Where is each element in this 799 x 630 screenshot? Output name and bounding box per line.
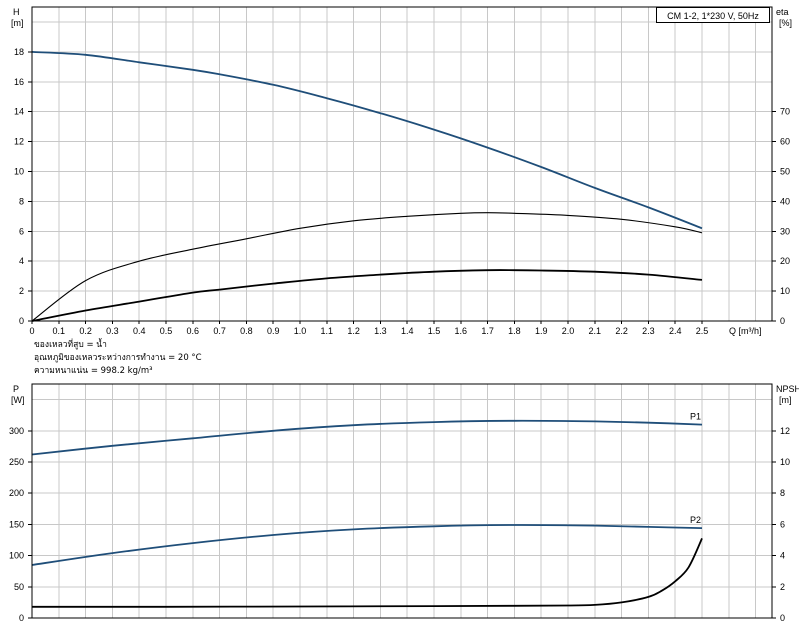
y-left-tick-label: 100 [9, 551, 24, 561]
x-tick-label: 0.1 [53, 326, 66, 336]
x-tick-label: 0.5 [160, 326, 173, 336]
x-tick-label: 0.8 [240, 326, 253, 336]
x-axis-label: Q [m³/h] [729, 326, 762, 336]
x-tick-label: 1.6 [455, 326, 468, 336]
x-tick-label: 2.4 [669, 326, 682, 336]
y-right-tick-label: 60 [780, 137, 790, 147]
x-tick-label: 1.8 [508, 326, 521, 336]
curve-0-0 [31, 51, 703, 230]
x-tick-label: 2.3 [642, 326, 655, 336]
x-tick-label: 1.5 [428, 326, 441, 336]
y-right-tick-label: 10 [780, 286, 790, 296]
y-left-tick-label: 18 [14, 47, 24, 57]
x-tick-label: 0.6 [187, 326, 200, 336]
x-tick-label: 2.5 [696, 326, 709, 336]
x-tick-label: 0.9 [267, 326, 280, 336]
y-left-tick-label: 200 [9, 488, 24, 498]
x-tick-label: 1.2 [347, 326, 360, 336]
y-left-axis-label: H [13, 7, 20, 17]
y-right-tick-label: 6 [780, 519, 785, 529]
x-tick-label: 1.9 [535, 326, 548, 336]
x-tick-label: 2.2 [615, 326, 628, 336]
curve-0-1 [31, 212, 703, 322]
y-right-tick-label: 12 [780, 426, 790, 436]
y-left-tick-label: 14 [14, 107, 24, 117]
y-right-tick-label: 0 [780, 613, 785, 623]
fluid-notes: ของเหลวที่สูบ = น้ำ อุณหภูมิของเหลวระหว่… [34, 339, 202, 378]
y-left-axis-unit: [W] [11, 395, 25, 405]
y-right-tick-label: 30 [780, 226, 790, 236]
y-right-tick-label: 10 [780, 457, 790, 467]
x-tick-label: 0.7 [213, 326, 226, 336]
x-tick-label: 0.4 [133, 326, 146, 336]
y-left-tick-label: 0 [19, 316, 24, 326]
series-label-p1: P1 [690, 412, 701, 422]
x-tick-label: 2.0 [562, 326, 575, 336]
y-left-tick-label: 8 [19, 196, 24, 206]
y-right-tick-label: 0 [780, 316, 785, 326]
axes [28, 6, 776, 619]
note-temperature: อุณหภูมิของเหลวระหว่างการทำงาน = 20 °C [34, 353, 202, 363]
x-tick-label: 1.4 [401, 326, 414, 336]
model-label: CM 1-2, 1*230 V, 50Hz [656, 7, 770, 23]
y-left-axis-unit: [m] [11, 18, 24, 28]
curve-1-2 [32, 538, 703, 608]
plot-frame [31, 6, 773, 322]
y-right-tick-label: 4 [780, 551, 785, 561]
y-left-tick-label: 6 [19, 226, 24, 236]
x-tick-label: 1.3 [374, 326, 387, 336]
x-tick-label: 1.1 [321, 326, 334, 336]
y-left-tick-label: 150 [9, 519, 24, 529]
y-left-tick-label: 250 [9, 457, 24, 467]
note-fluid: ของเหลวที่สูบ = น้ำ [34, 340, 107, 350]
x-tick-label: 0.3 [106, 326, 119, 336]
y-left-tick-label: 300 [9, 426, 24, 436]
y-right-tick-label: 70 [780, 107, 790, 117]
y-right-axis-label: eta [776, 7, 789, 17]
y-right-axis-label: NPSH [776, 384, 799, 394]
x-tick-label: 1.0 [294, 326, 307, 336]
x-tick-label: 1.7 [481, 326, 494, 336]
x-tick-label: 0 [29, 326, 34, 336]
y-left-tick-label: 2 [19, 286, 24, 296]
y-right-tick-label: 50 [780, 166, 790, 176]
note-density: ความหนาแน่น = 998.2 kg/m³ [34, 366, 153, 376]
bottom-grid [31, 384, 772, 619]
y-left-axis-label: P [13, 384, 19, 394]
y-right-tick-label: 40 [780, 196, 790, 206]
y-left-tick-label: 50 [14, 582, 24, 592]
curve-1-0 [31, 419, 703, 456]
plot-frame [31, 383, 773, 619]
curves [31, 51, 703, 608]
x-tick-label: 0.2 [79, 326, 92, 336]
y-right-tick-label: 8 [780, 488, 785, 498]
curve-1-1 [31, 524, 703, 566]
y-left-tick-label: 12 [14, 137, 24, 147]
y-right-tick-label: 20 [780, 256, 790, 266]
y-left-tick-label: 4 [19, 256, 24, 266]
y-right-axis-unit: [%] [779, 18, 792, 28]
y-right-axis-unit: [m] [779, 395, 792, 405]
y-left-tick-label: 10 [14, 166, 24, 176]
y-left-tick-label: 16 [14, 77, 24, 87]
y-right-tick-label: 2 [780, 582, 785, 592]
x-tick-label: 2.1 [589, 326, 602, 336]
curve-0-2 [31, 269, 703, 322]
y-left-tick-label: 0 [19, 613, 24, 623]
axis-labels: 024681012141618010203040506070H[m]eta[%]… [9, 7, 799, 623]
series-label-p2: P2 [690, 515, 701, 525]
